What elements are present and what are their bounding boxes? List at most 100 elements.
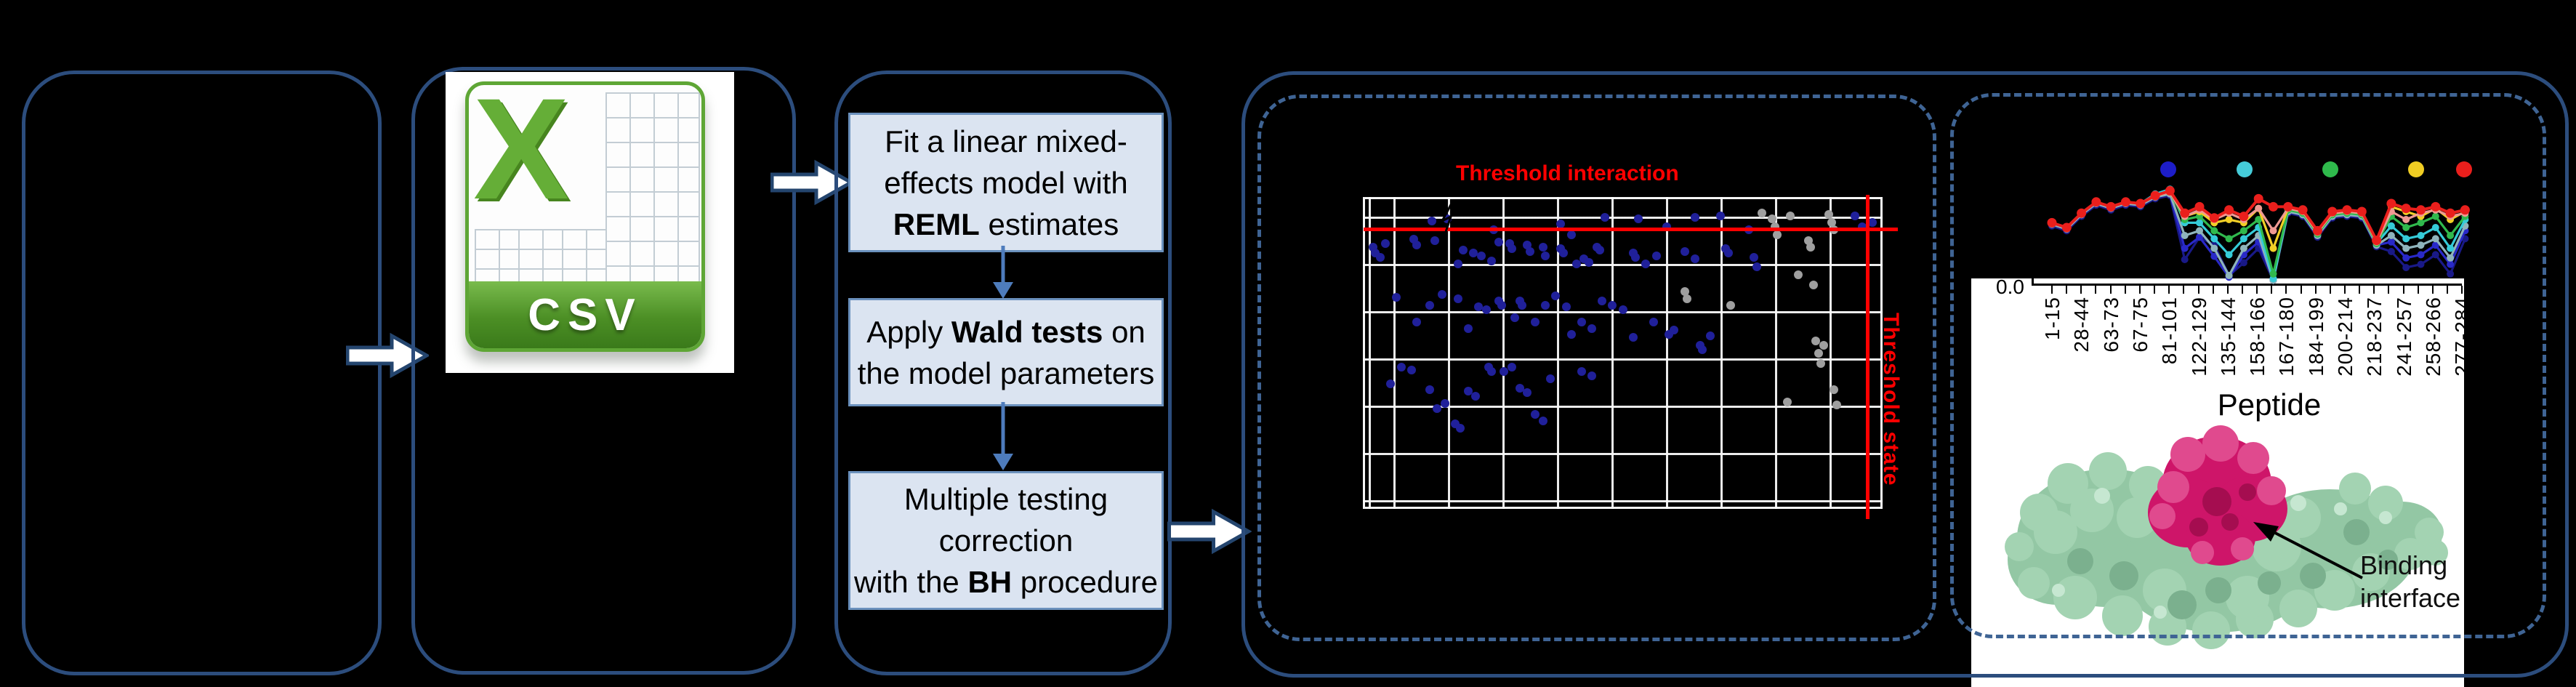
scatter-point	[1453, 294, 1462, 304]
scatter-point	[1453, 259, 1462, 268]
uptake-marker	[2225, 216, 2233, 223]
uptake-marker	[2209, 213, 2219, 223]
uptake-marker	[2165, 185, 2175, 196]
flow-box-line: REML estimates	[893, 206, 1119, 241]
scatter-point	[1814, 348, 1823, 358]
uptake-marker	[2401, 204, 2411, 214]
axis-tick	[2373, 286, 2375, 294]
uptake-marker	[2431, 212, 2439, 220]
scatter-point	[1471, 391, 1481, 401]
axis-tick	[2095, 286, 2097, 294]
scatter-point	[1577, 318, 1586, 327]
axis-tick	[2124, 286, 2126, 294]
uptake-marker	[2283, 201, 2293, 212]
uptake-marker	[2047, 217, 2057, 228]
uptake-marker	[2312, 225, 2322, 236]
uptake-marker	[2210, 227, 2218, 235]
uptake-marker	[2269, 201, 2278, 212]
axis-tick	[2138, 286, 2141, 294]
scatter-point	[1690, 254, 1699, 264]
scatter-point	[1806, 242, 1816, 252]
uptake-marker	[2181, 232, 2189, 239]
scatter-point	[1690, 213, 1699, 222]
scatter-point	[1571, 259, 1581, 268]
axis-tick	[2285, 286, 2287, 294]
uptake-marker	[2061, 222, 2072, 233]
axis-tick	[2329, 286, 2331, 294]
uptake-marker	[2225, 235, 2233, 243]
uptake-marker	[2356, 206, 2367, 217]
uptake-marker	[2431, 251, 2439, 259]
scatter-point	[1587, 324, 1596, 333]
csv-banner-label: CSV	[528, 289, 643, 340]
uptake-marker	[2106, 201, 2116, 212]
uptake-marker	[2255, 216, 2263, 223]
scatter-point	[1768, 214, 1777, 224]
scatter-point	[1558, 249, 1568, 258]
uptake-legend-dot	[2322, 161, 2338, 177]
uptake-marker	[2431, 235, 2439, 243]
scatter-point	[1819, 340, 1828, 350]
scatter-vline-label: Threshold state	[1879, 313, 1903, 486]
uptake-marker	[2196, 219, 2203, 227]
uptake-marker	[2180, 208, 2190, 218]
scatter-point	[1530, 410, 1539, 419]
scatter-point	[1458, 245, 1468, 254]
axis-tick	[2300, 286, 2302, 294]
scatter-point	[1649, 318, 1659, 327]
scatter-point	[1723, 249, 1733, 258]
axis-tick	[2388, 286, 2390, 294]
scatter-point	[1497, 300, 1506, 310]
axis-tick	[2051, 286, 2053, 294]
scatter-point	[1566, 230, 1576, 239]
uptake-marker	[2447, 270, 2455, 278]
axis-tick	[2080, 286, 2082, 294]
scatter-point	[1683, 294, 1692, 304]
binding-interface-arrow-icon	[2253, 522, 2363, 579]
axis-tick	[2197, 286, 2199, 294]
scatter-point	[1716, 212, 1726, 221]
scatter-point	[1440, 399, 1449, 409]
binding-interface-label: Binding interface	[2360, 550, 2461, 613]
uptake-axis-line	[2032, 284, 2462, 286]
csv-banner: CSV	[469, 281, 701, 348]
scatter-point	[1412, 318, 1421, 327]
uptake-marker	[2269, 244, 2277, 252]
uptake-ytick-label: 0.0	[1996, 278, 2024, 298]
scatter-point	[1824, 210, 1834, 220]
scatter-point	[1628, 333, 1638, 342]
flow-box-line: Multiple testing	[903, 482, 1108, 516]
flow-arrow-icon	[770, 159, 853, 206]
uptake-legend-dot	[2237, 161, 2253, 177]
axis-tick	[2344, 286, 2346, 294]
axis-tick	[2241, 286, 2243, 294]
scatter-point	[1508, 244, 1517, 253]
uptake-marker	[2372, 236, 2382, 246]
state-dashed-panel	[1950, 93, 2546, 638]
uptake-marker	[2447, 260, 2455, 268]
scatter-points	[1365, 199, 1880, 507]
uptake-marker	[2447, 254, 2455, 262]
uptake-marker	[2402, 264, 2410, 271]
scatter-point	[1468, 249, 1478, 258]
uptake-xaxis-title: Peptide	[2217, 387, 2322, 422]
uptake-marker	[2269, 270, 2277, 278]
uptake-marker	[2387, 222, 2395, 230]
scatter-point	[1523, 388, 1532, 398]
scatter-point	[1386, 379, 1396, 388]
scatter-point	[1433, 403, 1442, 413]
uptake-marker	[2327, 206, 2338, 217]
uptake-marker	[2447, 232, 2455, 239]
axis-tick	[2109, 286, 2112, 294]
flow-box-line: effects model with	[884, 165, 1128, 200]
axis-tick	[2066, 286, 2068, 294]
uptake-marker	[2431, 224, 2439, 231]
scatter-point	[1670, 325, 1679, 334]
axis-tick	[2417, 286, 2419, 294]
flow-box-line: Fit a linear mixed-	[885, 124, 1127, 158]
scatter-point	[1868, 217, 1877, 227]
scatter-point	[1428, 216, 1437, 225]
uptake-marker	[2239, 235, 2247, 243]
scatter-point	[1518, 300, 1527, 310]
scatter-point	[1830, 385, 1839, 395]
